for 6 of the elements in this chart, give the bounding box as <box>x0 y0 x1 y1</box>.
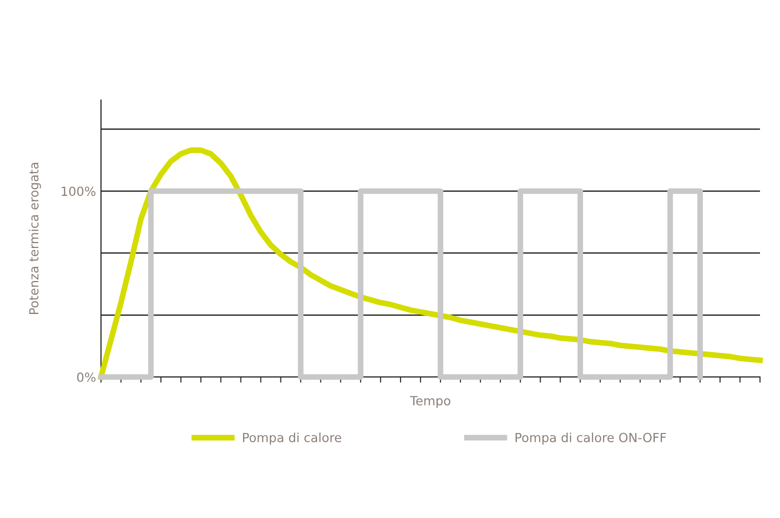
y-tick-label: 0% <box>77 372 96 382</box>
x-axis-title: Tempo <box>410 396 450 408</box>
y-axis-title: Potenza termica erogata <box>28 162 41 314</box>
y-tick-label: 100% <box>62 186 96 196</box>
legend-label: Pompa di calore ON-OFF <box>516 432 666 445</box>
legend-label: Pompa di calore <box>243 432 342 445</box>
